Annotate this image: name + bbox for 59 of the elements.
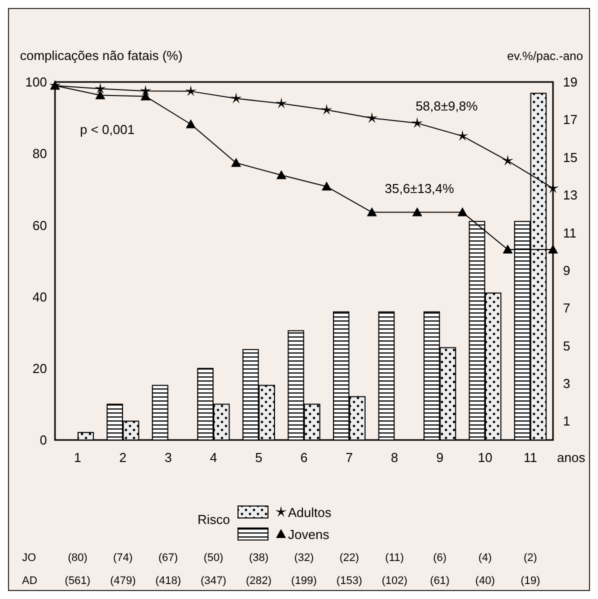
annotation: 35,6±13,4% <box>384 180 455 196</box>
y2-tick-label: 19 <box>563 74 578 90</box>
y2-tick-label: 7 <box>563 300 570 316</box>
x-tick-label: 9 <box>436 450 444 465</box>
point <box>320 104 332 115</box>
point <box>366 207 377 216</box>
y2-tick-label: 3 <box>563 376 570 392</box>
y2-tick-label: 17 <box>563 112 578 128</box>
x-tick-label: 2 <box>119 450 127 465</box>
y2-tick-label: 9 <box>563 262 570 278</box>
x-tick-label: 4 <box>210 450 218 465</box>
x-tick-label: 5 <box>255 450 262 465</box>
legend-label: Jovens <box>288 527 330 542</box>
x-axis-title: anos <box>557 450 586 465</box>
point <box>94 82 106 94</box>
y2-tick-label: 1 <box>563 414 570 429</box>
x-tick-label: 3 <box>164 450 172 465</box>
y2-axis-title: ev.%/pac.-ano <box>507 49 584 63</box>
point <box>411 117 423 128</box>
point <box>95 90 106 100</box>
x-tick-label: 7 <box>346 450 353 465</box>
point <box>140 91 151 100</box>
point <box>366 112 378 124</box>
point <box>548 244 558 254</box>
point <box>457 207 468 216</box>
point <box>502 244 513 254</box>
point <box>276 170 286 180</box>
point <box>276 97 288 108</box>
annotation: 58,8±9,8% <box>416 98 478 114</box>
x-tick-label: 8 <box>390 450 398 465</box>
text: JO (80) (74) (67) (50) (38) (32) (22) (11) (6) (4) (2) <box>22 552 538 564</box>
point <box>456 130 468 141</box>
y2-tick-label: 11 <box>563 225 576 240</box>
x-tick-label: 6 <box>300 450 308 465</box>
point <box>322 182 332 191</box>
point <box>412 207 422 216</box>
legend-label: Adultos <box>288 505 332 520</box>
x-tick-label: 10 <box>478 450 492 465</box>
y-tick-label: 20 <box>32 360 47 376</box>
point <box>186 119 196 128</box>
y-tick-label: 40 <box>32 289 47 304</box>
point <box>185 85 197 96</box>
point <box>502 154 514 166</box>
y-tick-label: 80 <box>32 146 47 162</box>
y2-tick-label: 15 <box>563 150 578 165</box>
legend-title: Risco <box>197 512 230 527</box>
point <box>231 158 242 167</box>
x-tick-label: 11 <box>524 450 538 465</box>
text: AD (561) (479) (418) (347) (282) (199) (153) (102) (61) (40) (19) <box>22 575 540 587</box>
x-tick-label: 1 <box>74 450 82 465</box>
y-tick-label: 100 <box>25 74 47 90</box>
annotation: p < 0,001 <box>80 122 135 137</box>
point <box>140 84 152 96</box>
y-tick-label: 60 <box>32 218 47 233</box>
y2-tick-label: 13 <box>563 188 578 203</box>
y-tick-label: 0 <box>40 432 47 448</box>
y2-tick-label: 5 <box>563 338 570 354</box>
point <box>230 92 242 104</box>
y-axis-title: complicações não fatais (%) <box>20 48 183 63</box>
